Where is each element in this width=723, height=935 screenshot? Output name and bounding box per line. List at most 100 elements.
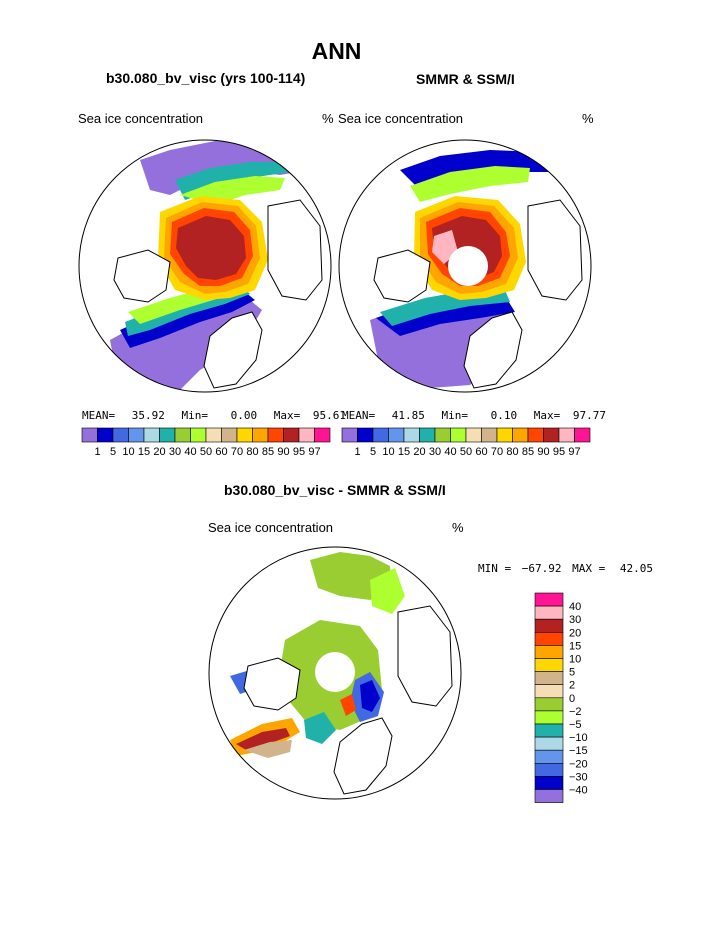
- diff-colorbar-swatch-10: [534, 723, 564, 738]
- right-colorbar-tick-label: 95: [553, 446, 565, 458]
- left-max-label: Max=: [273, 409, 301, 422]
- left-colorbar-tick-label: 85: [262, 446, 274, 458]
- diff-colorbar-swatch-4: [534, 645, 564, 659]
- left-colorbar-swatch-13: [283, 427, 300, 443]
- diff-colorbar-tick-label: 5: [569, 667, 575, 679]
- left-colorbar-swatch-8: [205, 427, 222, 443]
- right-max-value: 97.77: [572, 409, 606, 422]
- left-colorbar-tick-label: 40: [184, 446, 196, 458]
- right-colorbar-swatch-9: [481, 427, 498, 443]
- left-colorbar-swatch-15: [314, 427, 331, 443]
- left-colorbar-tick-label: 10: [122, 446, 134, 458]
- right-panel-case-title: SMMR & SSM/I: [416, 71, 515, 87]
- right-land-asia: [527, 199, 583, 301]
- left-colorbar-tick-label: 80: [246, 446, 258, 458]
- right-colorbar-tick-label: 50: [460, 446, 472, 458]
- diff-colorbar-swatch-2: [534, 618, 564, 633]
- right-colorbar-tick-label: 30: [429, 446, 441, 458]
- right-colorbar-swatch-3: [388, 427, 405, 443]
- right-colorbar-swatch-8: [465, 427, 482, 443]
- right-colorbar-tick-label: 85: [522, 446, 534, 458]
- right-colorbar-swatch-15: [574, 427, 591, 443]
- right-colorbar: 1 5 10 15 20 30 40 50 60 70 80 85 90 95 97: [341, 427, 591, 458]
- left-colorbar-tick-label: 1: [94, 446, 100, 458]
- diff-colorbar-tick-label: −15: [569, 745, 588, 757]
- right-panel-variable: Sea ice concentration: [338, 111, 464, 126]
- left-land-greenland: [113, 249, 171, 303]
- left-colorbar-swatch-5: [159, 427, 176, 443]
- right-colorbar-swatch-2: [372, 427, 389, 443]
- left-land-asia: [267, 199, 323, 301]
- left-min-label: Min=: [181, 409, 209, 422]
- right-colorbar-swatch-0: [341, 427, 358, 443]
- right-colorbar-swatch-1: [357, 427, 374, 443]
- figure-title: ANN: [311, 38, 362, 64]
- left-colorbar-tick-label: 95: [293, 446, 305, 458]
- diff-colorbar-tick-label: −2: [569, 706, 582, 718]
- diff-min-label: MIN =: [478, 562, 512, 575]
- diff-colorbar-swatch-9: [534, 710, 564, 725]
- left-min-value: 0.00: [230, 409, 258, 422]
- left-panel-units: %: [322, 111, 334, 126]
- right-colorbar-tick-label: 60: [475, 446, 487, 458]
- right-colorbar-swatch-14: [558, 427, 575, 443]
- left-colorbar-swatch-2: [112, 427, 129, 443]
- right-colorbar-tick-label: 20: [413, 446, 425, 458]
- diff-colorbar-swatch-14: [534, 776, 564, 790]
- left-land-europe: [203, 311, 263, 389]
- left-mean-label: MEAN=: [82, 409, 116, 422]
- diff-colorbar-swatch-8: [534, 697, 564, 712]
- diff-colorbar-tick-label: 20: [569, 627, 581, 639]
- left-colorbar-tick-label: 30: [169, 446, 181, 458]
- left-colorbar: 1 5 10 15 20 30 40 50 60 70 80 85 90 95 97: [81, 427, 331, 458]
- left-colorbar-tick-label: 5: [110, 446, 116, 458]
- diff-colorbar-swatch-12: [534, 749, 564, 764]
- diff-max-label: MAX =: [572, 562, 606, 575]
- diff-panel-units: %: [452, 520, 464, 535]
- diff-panel-case-title: b30.080_bv_visc - SMMR & SSM/I: [224, 482, 446, 498]
- diff-colorbar-tick-label: 15: [569, 640, 581, 652]
- diff-pole-hole: [315, 652, 355, 692]
- diff-min-value: −67.92: [521, 562, 562, 575]
- diff-colorbar-tick-label: 30: [569, 614, 581, 626]
- diff-colorbar-swatch-11: [534, 736, 564, 751]
- right-mean-label: MEAN=: [342, 409, 376, 422]
- right-land-europe: [463, 311, 523, 389]
- right-colorbar-swatch-11: [512, 427, 529, 443]
- diff-colorbar-swatch-1: [534, 605, 564, 620]
- left-polar-map: [79, 140, 331, 392]
- left-colorbar-tick-label: 15: [138, 446, 150, 458]
- left-colorbar-swatch-0: [81, 427, 98, 443]
- right-colorbar-swatch-5: [419, 427, 436, 443]
- diff-colorbar-swatch-13: [534, 762, 564, 777]
- left-colorbar-swatch-7: [190, 427, 207, 443]
- right-colorbar-swatch-10: [496, 427, 513, 443]
- right-colorbar-swatch-6: [434, 427, 451, 443]
- right-colorbar-swatch-4: [403, 427, 420, 443]
- left-panel-variable: Sea ice concentration: [78, 111, 204, 126]
- right-colorbar-swatch-13: [543, 427, 560, 443]
- diff-colorbar-tick-label: 40: [569, 601, 581, 613]
- right-max-label: Max=: [533, 409, 561, 422]
- right-colorbar-tick-label: 90: [537, 446, 549, 458]
- left-mean-value: 35.92: [131, 409, 165, 422]
- diff-colorbar-tick-label: −40: [569, 785, 588, 797]
- left-colorbar-swatch-10: [236, 427, 253, 443]
- left-colorbar-tick-label: 60: [215, 446, 227, 458]
- diff-polar-map: [209, 547, 461, 799]
- left-colorbar-swatch-12: [267, 427, 284, 443]
- diff-land-europe: [333, 717, 393, 795]
- left-atlantic-ice-edge: [110, 292, 262, 392]
- left-colorbar-swatch-6: [174, 427, 191, 443]
- diff-panel-stats: MIN = −67.92 MAX = 42.05: [478, 562, 653, 575]
- diff-colorbar-tick-label: −20: [569, 758, 588, 770]
- right-colorbar-tick-label: 15: [398, 446, 410, 458]
- diff-colorbar-swatch-5: [534, 658, 564, 672]
- diff-max-value: 42.05: [619, 562, 653, 575]
- left-colorbar-tick-label: 70: [231, 446, 243, 458]
- diff-colorbar-swatch-7: [534, 684, 564, 699]
- diff-land-greenland: [243, 657, 301, 711]
- right-colorbar-tick-label: 10: [382, 446, 394, 458]
